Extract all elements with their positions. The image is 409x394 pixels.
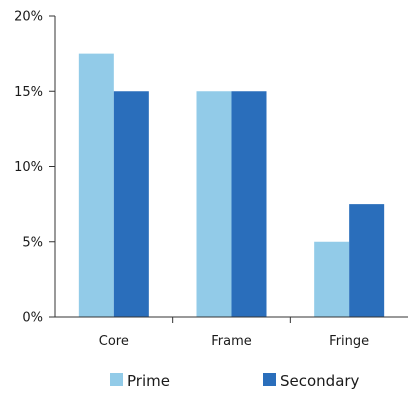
plot-area: 0% 5% 10% 15% 20% Core Frame Fringe — [14, 10, 408, 349]
legend-swatch-secondary — [263, 373, 276, 386]
bar-prime-fringe — [314, 241, 350, 317]
x-tick-label: Fringe — [329, 334, 369, 349]
legend-label-prime: Prime — [127, 372, 170, 390]
x-tick-label: Core — [99, 334, 129, 349]
bar-secondary-core — [113, 91, 149, 317]
y-tick-label: 15% — [14, 85, 43, 100]
bar-secondary-frame — [231, 91, 267, 317]
x-tick-label: Frame — [211, 334, 252, 349]
bar-prime-frame — [196, 91, 232, 317]
y-tick-label: 10% — [14, 160, 43, 175]
y-tick-label: 5% — [22, 235, 43, 250]
bar-secondary-fringe — [349, 204, 385, 317]
legend-swatch-prime — [110, 373, 123, 386]
legend: Prime Secondary — [110, 372, 360, 390]
bar-prime-core — [78, 53, 114, 317]
y-tick-label: 20% — [14, 10, 43, 25]
y-tick-label: 0% — [22, 311, 43, 326]
legend-label-secondary: Secondary — [280, 372, 360, 390]
